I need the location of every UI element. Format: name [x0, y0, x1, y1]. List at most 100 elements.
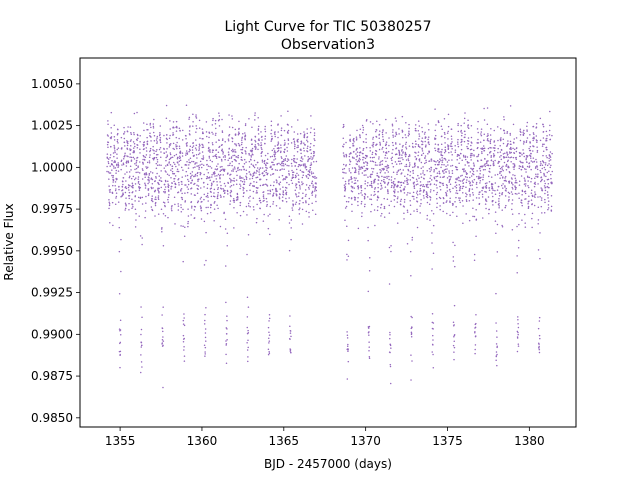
data-point [431, 209, 433, 212]
data-point [277, 141, 280, 143]
data-point [137, 176, 140, 178]
data-point [143, 148, 145, 150]
data-point [386, 198, 389, 201]
chart-subtitle: Observation3 [281, 37, 375, 53]
data-point [367, 239, 369, 242]
data-point [441, 148, 443, 151]
data-point [401, 115, 404, 118]
data-point [396, 197, 399, 200]
data-point [168, 146, 171, 148]
data-point [345, 141, 347, 144]
data-point [215, 165, 218, 168]
data-point [529, 134, 531, 136]
data-point [351, 203, 353, 206]
data-point [549, 159, 552, 161]
data-point [156, 158, 159, 161]
data-point [386, 165, 388, 168]
data-point [541, 167, 543, 170]
data-point [502, 169, 504, 172]
data-point [131, 182, 134, 185]
data-point [508, 198, 510, 201]
data-point [473, 149, 475, 152]
data-point [447, 144, 449, 146]
data-point [469, 193, 471, 196]
data-point [505, 180, 507, 182]
data-point [475, 235, 477, 238]
data-point [149, 124, 151, 126]
data-point [416, 190, 419, 193]
data-point [153, 118, 155, 121]
data-point [240, 143, 243, 146]
data-point [351, 210, 353, 212]
data-point [502, 153, 505, 155]
data-point [403, 201, 406, 203]
data-point [297, 141, 299, 143]
data-point [354, 196, 357, 199]
data-point [342, 171, 344, 174]
data-point [369, 156, 372, 159]
data-point [471, 173, 474, 175]
data-point [539, 161, 542, 163]
data-point [501, 209, 503, 211]
data-point [400, 184, 403, 186]
data-point [209, 150, 211, 152]
data-point [523, 183, 526, 185]
data-point [535, 173, 537, 176]
data-point [364, 154, 367, 157]
data-point [214, 175, 216, 177]
data-point [146, 161, 149, 164]
data-point [267, 337, 270, 339]
data-point [117, 132, 119, 135]
data-point [507, 140, 509, 142]
data-point [156, 137, 158, 139]
data-point [524, 190, 527, 192]
data-point [364, 187, 366, 190]
data-point [200, 177, 203, 180]
data-point [455, 184, 458, 186]
data-point [275, 193, 278, 196]
data-point [419, 189, 422, 192]
data-point [439, 158, 441, 160]
data-point [229, 181, 232, 183]
data-point [479, 191, 481, 193]
data-point [155, 175, 157, 178]
data-point [486, 123, 489, 126]
data-point [168, 158, 171, 161]
data-point [521, 154, 523, 156]
data-point [481, 152, 483, 155]
data-point [431, 313, 434, 315]
data-point [375, 136, 378, 138]
data-point [354, 171, 357, 174]
data-point [468, 199, 471, 202]
data-point [511, 213, 514, 215]
data-point [294, 165, 297, 167]
data-point [112, 224, 114, 227]
data-point [226, 338, 228, 341]
data-point [367, 182, 369, 184]
data-point [529, 142, 531, 144]
data-point [424, 140, 426, 143]
data-point [305, 166, 308, 168]
data-point [528, 195, 530, 197]
data-point [286, 176, 288, 179]
data-point [511, 186, 513, 189]
data-point [550, 173, 552, 176]
data-point [184, 200, 187, 202]
data-point [422, 184, 425, 186]
data-point [404, 165, 406, 168]
data-point [211, 160, 213, 163]
data-point [429, 183, 432, 185]
data-point [369, 147, 371, 149]
data-point [461, 180, 464, 182]
data-point [291, 158, 293, 161]
data-point [279, 193, 281, 196]
data-point [356, 163, 358, 166]
data-point [551, 182, 553, 184]
data-point [503, 156, 506, 159]
data-point [409, 174, 411, 177]
data-point [310, 172, 313, 175]
data-point [250, 163, 253, 165]
data-point [157, 198, 160, 200]
data-point [159, 125, 162, 127]
data-point [434, 163, 437, 166]
